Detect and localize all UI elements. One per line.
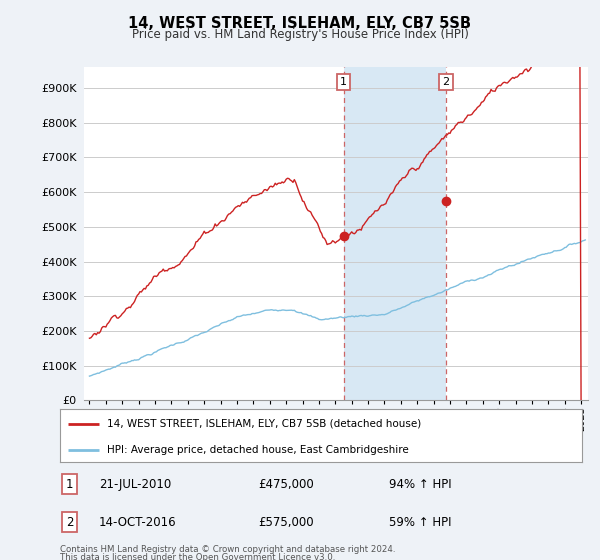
Text: Contains HM Land Registry data © Crown copyright and database right 2024.: Contains HM Land Registry data © Crown c… bbox=[60, 545, 395, 554]
Text: 2: 2 bbox=[442, 77, 449, 87]
Text: £575,000: £575,000 bbox=[259, 516, 314, 529]
Bar bbox=[344, 67, 446, 400]
Text: £475,000: £475,000 bbox=[259, 478, 314, 491]
Text: 21-JUL-2010: 21-JUL-2010 bbox=[99, 478, 172, 491]
Text: 14, WEST STREET, ISLEHAM, ELY, CB7 5SB (detached house): 14, WEST STREET, ISLEHAM, ELY, CB7 5SB (… bbox=[107, 419, 421, 429]
Text: 94% ↑ HPI: 94% ↑ HPI bbox=[389, 478, 451, 491]
Text: HPI: Average price, detached house, East Cambridgeshire: HPI: Average price, detached house, East… bbox=[107, 445, 409, 455]
Text: 14, WEST STREET, ISLEHAM, ELY, CB7 5SB: 14, WEST STREET, ISLEHAM, ELY, CB7 5SB bbox=[128, 16, 472, 31]
Text: 59% ↑ HPI: 59% ↑ HPI bbox=[389, 516, 451, 529]
Text: 1: 1 bbox=[65, 478, 73, 491]
Text: 1: 1 bbox=[340, 77, 347, 87]
Text: Price paid vs. HM Land Registry's House Price Index (HPI): Price paid vs. HM Land Registry's House … bbox=[131, 28, 469, 41]
Text: This data is licensed under the Open Government Licence v3.0.: This data is licensed under the Open Gov… bbox=[60, 553, 335, 560]
Text: 14-OCT-2016: 14-OCT-2016 bbox=[99, 516, 177, 529]
Text: 2: 2 bbox=[65, 516, 73, 529]
